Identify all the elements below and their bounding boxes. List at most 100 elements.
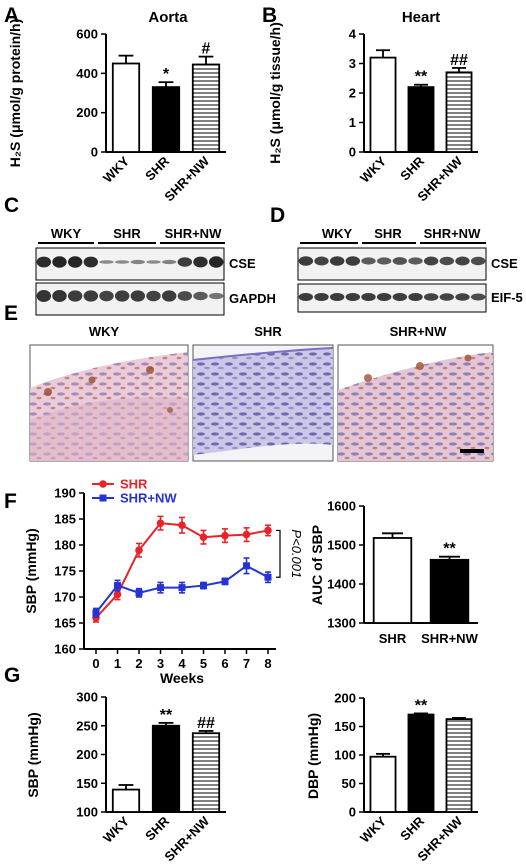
y-tick-label: 150 [76,776,98,791]
y-tick-label: 400 [76,66,98,81]
y-axis-label: AUC of SBP [309,525,325,605]
blot-band [423,256,439,266]
blot-band [298,256,314,266]
chart-title: Aorta [148,9,188,26]
y-tick-label: 1400 [327,577,356,592]
blot-band [345,256,361,266]
histology-image-wky [29,344,189,462]
blot-c-cse-bands [36,256,224,268]
y-axis-label: DBP (mmHg) [305,713,321,799]
blot-d-row-label: EIF-5 [491,290,523,305]
bar [369,755,397,813]
x-tick-label: 1 [114,656,121,671]
blot-band [376,293,392,301]
data-point [200,582,207,590]
significance-bracket [276,529,281,578]
western-blot-c: WKY SHR SHR+NW CSE GAPDH [35,226,276,316]
y-tick-label: 1 [349,115,356,130]
blot-band [130,259,146,265]
significance-marker: ** [443,541,456,558]
y-axis-label: H₂S (μmol/g tissue/h) [267,22,283,164]
y-tick-label: 0 [91,145,98,160]
chart-a-aorta-h2s: 0 200 400 600 H₂S (μmol/g protein/h) Aorta WKY… [7,9,226,204]
blot-c-row-label: CSE [229,256,256,271]
data-point [243,562,250,570]
panel-letter-a: A [4,4,19,27]
bar [191,732,221,813]
significance-marker: # [202,41,211,58]
histology-image-shr [192,344,334,462]
category-label: WKY [357,813,389,845]
significance-marker: ** [415,69,428,86]
blot-band [455,256,470,266]
category-label: SHR [142,153,172,183]
blot-d-group-label: SHR [374,226,402,241]
category-label: SHR [397,153,427,183]
p-value-annotation: P<0.001 [289,529,304,578]
blot-band [392,293,408,301]
chart-b-heart-h2s: 0 1 2 3 4 H₂S (μmol/g tissue/h) Heart WKY ** SHR #… [267,9,478,204]
legend-marker [99,494,107,502]
blot-c-cse-membrane [35,247,225,281]
y-axis-label: H₂S (μmol/g protein/h) [7,19,23,168]
data-point [178,584,186,592]
bar [372,537,413,624]
blot-d-cse-bands [298,256,486,266]
bar [111,788,141,813]
blot-band [114,290,130,302]
category-label: SHR+NW [161,153,212,204]
blot-d-group-label: WKY [322,226,353,241]
significance-marker: ## [450,52,468,69]
chart-title: Heart [402,9,440,26]
series-line [95,522,269,619]
chart-f-sbp-time-course: 160 165 170 175 180 185 190 0 1 2 3 4 5 6 7 8 Weeks SBP (… [23,477,304,687]
legend-label: SHR+NW [120,491,177,506]
y-tick-label: 160 [54,642,76,657]
category-label: SHR+NW [421,631,478,646]
y-tick-label: 1500 [327,538,356,553]
data-point [199,533,208,541]
x-tick-label: 6 [221,656,228,671]
bar [151,86,181,153]
blot-band [208,292,224,300]
blot-c-gapdh-bands [36,290,224,302]
blot-band [361,257,376,265]
x-tick-label: 3 [157,656,164,671]
y-tick-label: 190 [54,486,76,501]
data-point [178,521,186,530]
data-point [264,526,272,535]
blot-band [52,256,67,268]
blot-band [193,256,208,268]
blot-band [99,290,114,302]
panel-letter-f: F [4,490,17,513]
category-label: WKY [357,153,389,185]
legend-marker [99,480,107,488]
blot-band [439,293,455,301]
category-label: SHR [379,631,407,646]
y-tick-label: 0 [349,145,356,160]
data-point [221,577,229,585]
category-label: WKY [100,813,132,845]
data-point [221,531,229,540]
panel-letter-c: C [4,194,19,217]
x-tick-label: 8 [264,656,271,671]
data-point [114,582,121,590]
blot-band [329,293,345,301]
y-tick-label: 175 [54,564,76,579]
blot-band [408,293,423,301]
histology-panel-e: WKY SHR SHR+NW [29,324,494,462]
bar [111,62,141,153]
blot-band [376,257,392,265]
blot-band [161,290,177,302]
bar [407,86,435,153]
y-tick-label: 100 [76,805,98,820]
blot-band [99,260,114,264]
blot-band [67,290,83,302]
data-point [135,546,143,554]
significance-marker: ** [160,707,173,724]
blot-band [83,256,99,268]
blot-band [408,257,423,265]
blot-band [208,256,224,268]
bar [429,558,470,624]
